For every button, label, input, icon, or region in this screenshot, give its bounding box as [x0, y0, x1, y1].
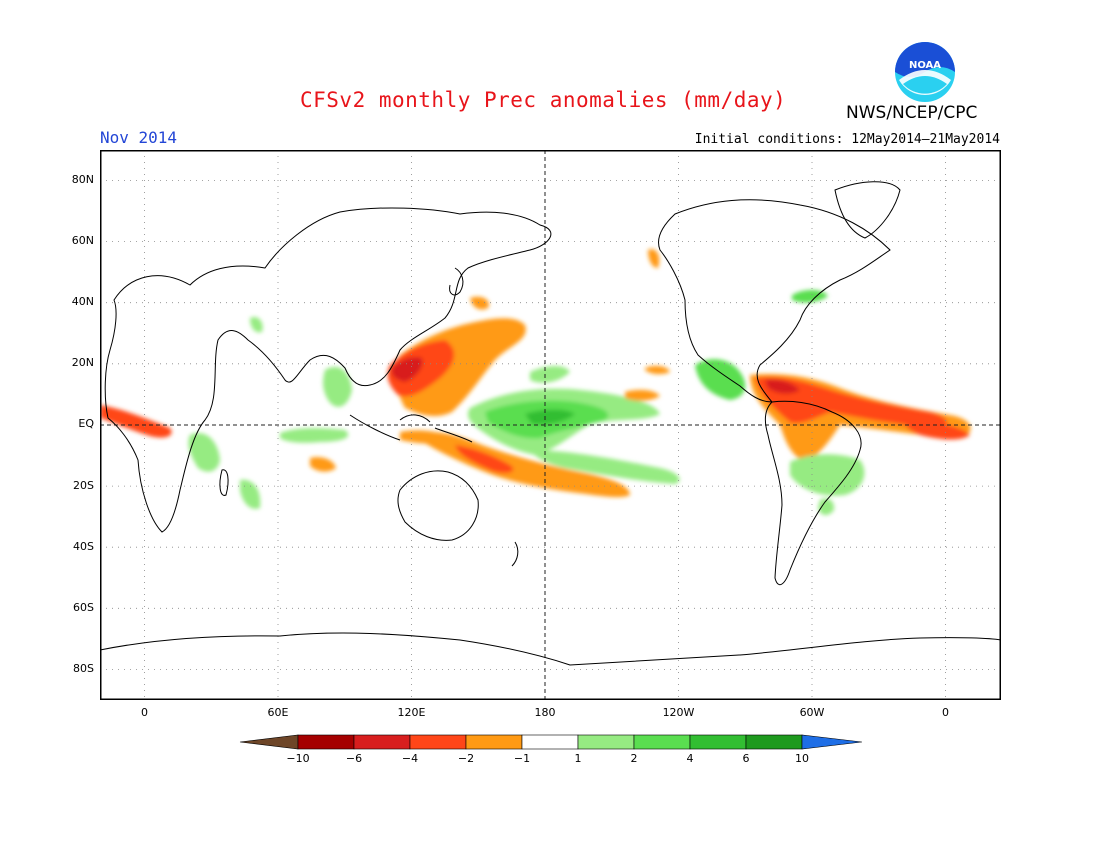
cpac-wet-dark — [525, 409, 575, 425]
coast-madagascar — [219, 469, 229, 496]
natl-wet — [792, 289, 828, 303]
samerica-wet — [790, 454, 865, 496]
lat-label: 40N — [71, 295, 94, 308]
anomaly-fields — [100, 249, 971, 516]
coast-greenland — [834, 181, 901, 239]
npac-dry-small — [625, 389, 660, 401]
spac-wet-band — [530, 450, 680, 484]
coast-australia — [397, 470, 479, 541]
legend-cell — [521, 734, 579, 750]
java-dry — [400, 430, 455, 444]
lat-label: EQ — [78, 417, 94, 430]
wpac-dry-dark — [391, 357, 423, 382]
bob-wet — [323, 366, 352, 407]
madagascar-wet — [240, 479, 261, 509]
legend-cell — [801, 734, 862, 750]
coast-new-zealand — [511, 541, 519, 567]
noaa-logo: NOAA — [893, 40, 957, 108]
color-legend — [239, 734, 862, 750]
legend-label: −2 — [457, 752, 475, 765]
noaa-logo-icon: NOAA — [895, 42, 955, 102]
legend-cell — [409, 734, 467, 750]
lon-label: 120E — [397, 706, 426, 719]
chart-title: CFSv2 monthly Prec anomalies (mm/day) — [300, 88, 787, 112]
legend-label: 10 — [795, 752, 809, 765]
camerica-wet — [695, 359, 746, 400]
legend-label: 4 — [686, 752, 694, 765]
eafrica-wet — [188, 432, 220, 472]
legend-cell — [465, 734, 523, 750]
legend-label: −10 — [286, 752, 310, 765]
wpac-dry-orange — [395, 318, 526, 417]
coast-indonesia — [349, 414, 473, 443]
atl-dry-dark — [765, 379, 800, 394]
lat-label: 80N — [71, 173, 94, 186]
lat-label: 40S — [73, 540, 94, 553]
lon-label: 0 — [942, 706, 949, 719]
lat-label: 60N — [71, 234, 94, 247]
coastlines — [100, 181, 1001, 666]
hawaii-wet — [530, 366, 570, 383]
gog-dry — [100, 405, 172, 438]
spcz-dry-orange — [420, 431, 630, 498]
gog-dry-right — [904, 418, 970, 440]
legend-label: 1 — [574, 752, 582, 765]
lat-label: 20S — [73, 479, 94, 492]
legend-cell — [239, 734, 299, 750]
coast-eurasia-africa — [104, 207, 552, 533]
precip-anomaly-map — [100, 150, 1001, 700]
coast-japan — [449, 267, 464, 296]
legend-cell — [297, 734, 355, 750]
atl-dry-red — [755, 377, 947, 429]
lon-label: 0 — [141, 706, 148, 719]
map-frame — [100, 150, 1001, 700]
coast-north-america — [658, 199, 891, 403]
agency-label: NWS/NCEP/CPC — [846, 103, 978, 123]
legend-label: −1 — [513, 752, 531, 765]
lat-label: 20N — [71, 356, 94, 369]
legend-label: −4 — [401, 752, 419, 765]
legend-cell — [577, 734, 635, 750]
india-wet-small — [250, 316, 263, 333]
initial-conditions: Initial conditions: 12May2014–21May2014 — [694, 132, 1000, 147]
lon-label: 60E — [267, 706, 289, 719]
legend-cell — [745, 734, 803, 750]
lon-label: 60W — [799, 706, 825, 719]
legend-label: 6 — [742, 752, 750, 765]
japan-dry — [470, 296, 489, 310]
npac-dry-small2 — [645, 365, 670, 375]
legend-cell — [689, 734, 747, 750]
spcz-dry-red — [455, 445, 514, 473]
month-label: Nov 2014 — [100, 128, 178, 147]
legend-cell — [353, 734, 411, 750]
reference-lines — [100, 150, 1001, 700]
legend-label: 2 — [630, 752, 638, 765]
graticule — [100, 150, 1001, 700]
samerica-wet2 — [818, 498, 835, 516]
coast-south-america — [764, 400, 862, 586]
lat-label: 60S — [73, 601, 94, 614]
legend-cell — [633, 734, 691, 750]
logo-text: NOAA — [909, 60, 941, 71]
io-dry-patch — [310, 457, 336, 472]
legend-label: −6 — [345, 752, 363, 765]
coast-antarctica — [100, 632, 1001, 666]
io-wet — [280, 428, 349, 443]
lon-label: 180 — [534, 706, 556, 719]
alaska-dry — [648, 249, 660, 268]
lon-label: 120W — [662, 706, 695, 719]
lat-label: 80S — [73, 662, 94, 675]
